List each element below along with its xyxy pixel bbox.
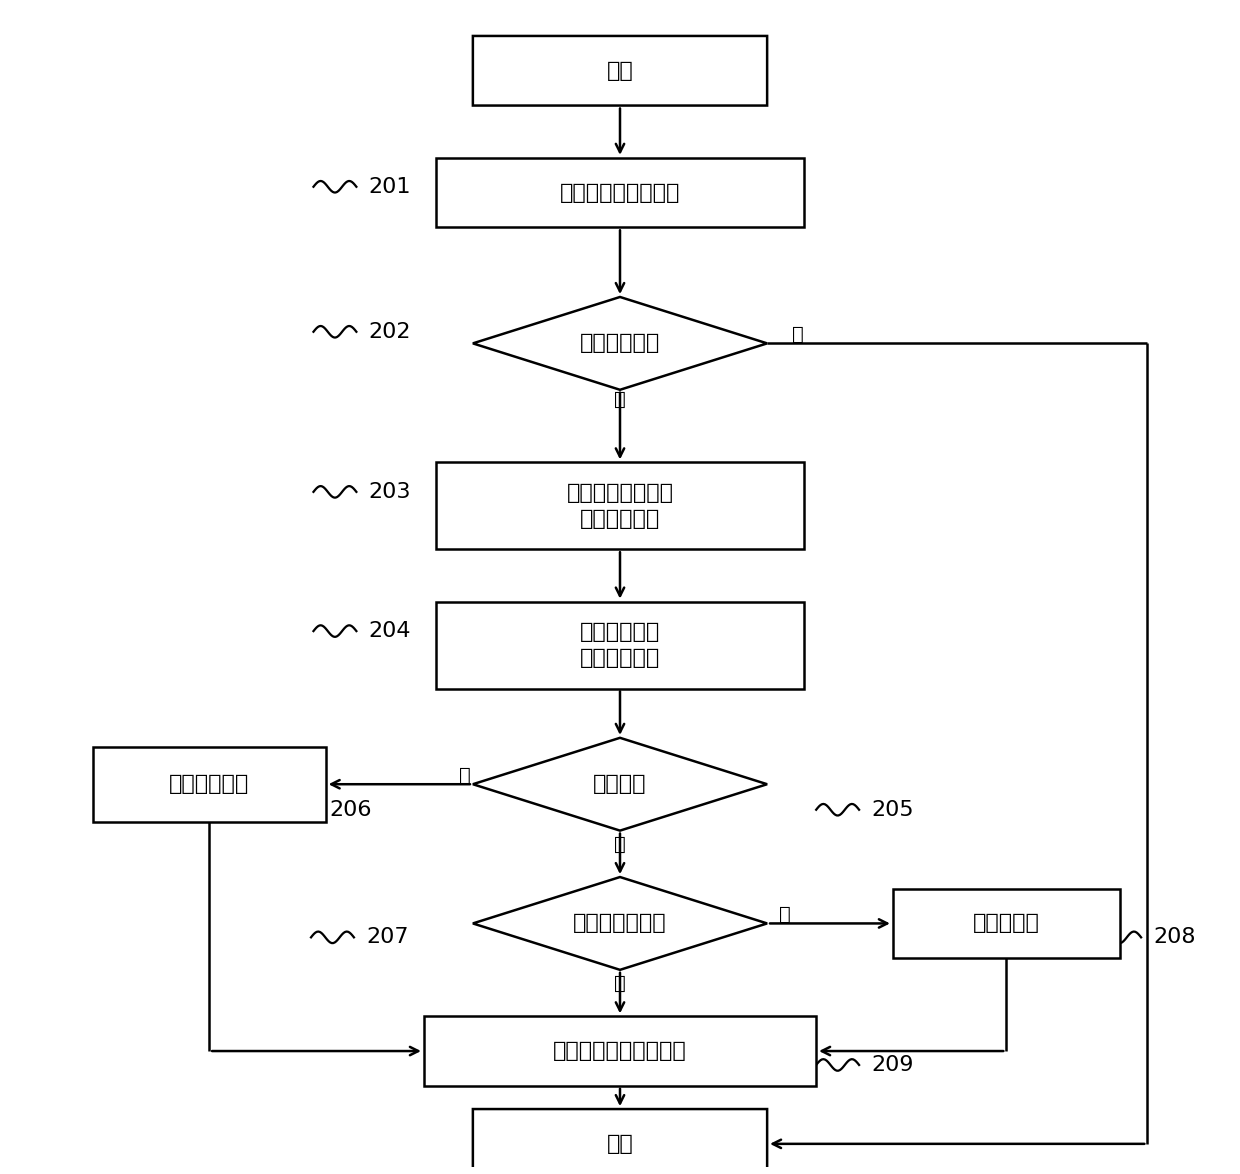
Text: 文件名后缀冲突: 文件名后缀冲突 (573, 913, 667, 933)
FancyBboxPatch shape (424, 1017, 816, 1086)
FancyBboxPatch shape (472, 1109, 768, 1174)
Text: 开始: 开始 (606, 61, 634, 81)
Text: 是否压缩: 是否压缩 (593, 774, 647, 795)
Text: 生成压缩文件: 生成压缩文件 (169, 774, 249, 795)
Polygon shape (472, 737, 768, 831)
Text: 文件列表为空: 文件列表为空 (580, 333, 660, 353)
FancyBboxPatch shape (893, 889, 1120, 958)
FancyBboxPatch shape (436, 601, 804, 688)
Text: 是: 是 (791, 324, 804, 344)
Text: 从文件列表中取出
一项文件记录: 从文件列表中取出 一项文件记录 (567, 483, 673, 529)
Text: 208: 208 (1153, 927, 1195, 947)
Text: 202: 202 (368, 322, 412, 342)
Text: 204: 204 (368, 621, 412, 641)
Text: 是: 是 (459, 765, 470, 784)
FancyBboxPatch shape (436, 463, 804, 549)
Text: 207: 207 (366, 927, 409, 947)
Text: 否: 否 (614, 974, 626, 993)
Polygon shape (472, 297, 768, 390)
Text: 将该文件记录
从列表中删除: 将该文件记录 从列表中删除 (580, 622, 660, 668)
Text: 修改文件名: 修改文件名 (973, 913, 1039, 933)
Polygon shape (472, 877, 768, 970)
Text: 结束: 结束 (606, 1134, 634, 1154)
FancyBboxPatch shape (93, 747, 326, 822)
Text: 203: 203 (368, 481, 412, 501)
FancyBboxPatch shape (436, 157, 804, 228)
Text: 是: 是 (780, 905, 791, 924)
FancyBboxPatch shape (472, 36, 768, 106)
Text: 201: 201 (368, 177, 412, 197)
Text: 加载文件压缩配置表: 加载文件压缩配置表 (559, 183, 681, 203)
Text: 否: 否 (614, 835, 626, 853)
Text: 否: 否 (614, 390, 626, 409)
Text: 206: 206 (330, 799, 372, 819)
Text: 205: 205 (872, 799, 914, 819)
Text: 209: 209 (872, 1055, 914, 1075)
Text: 添加文件至待上传队列: 添加文件至待上传队列 (553, 1041, 687, 1061)
